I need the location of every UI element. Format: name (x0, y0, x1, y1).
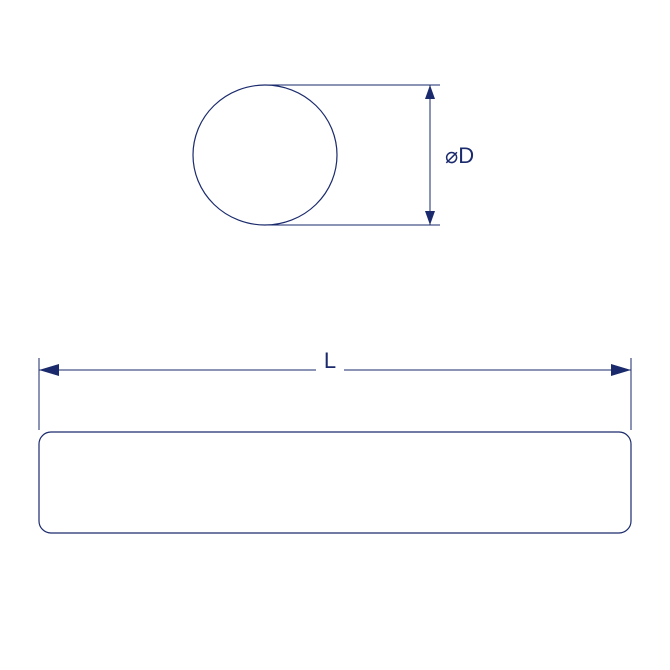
length-arrow-right (611, 364, 631, 376)
length-arrow-left (39, 364, 59, 376)
end-view-circle (193, 85, 337, 225)
length-label: L (324, 348, 336, 373)
diameter-arrow-bottom (425, 211, 435, 225)
technical-drawing: ⌀D L (0, 0, 670, 670)
diameter-label: ⌀D (445, 143, 474, 168)
side-view-bar (39, 432, 631, 533)
diameter-arrow-top (425, 85, 435, 99)
